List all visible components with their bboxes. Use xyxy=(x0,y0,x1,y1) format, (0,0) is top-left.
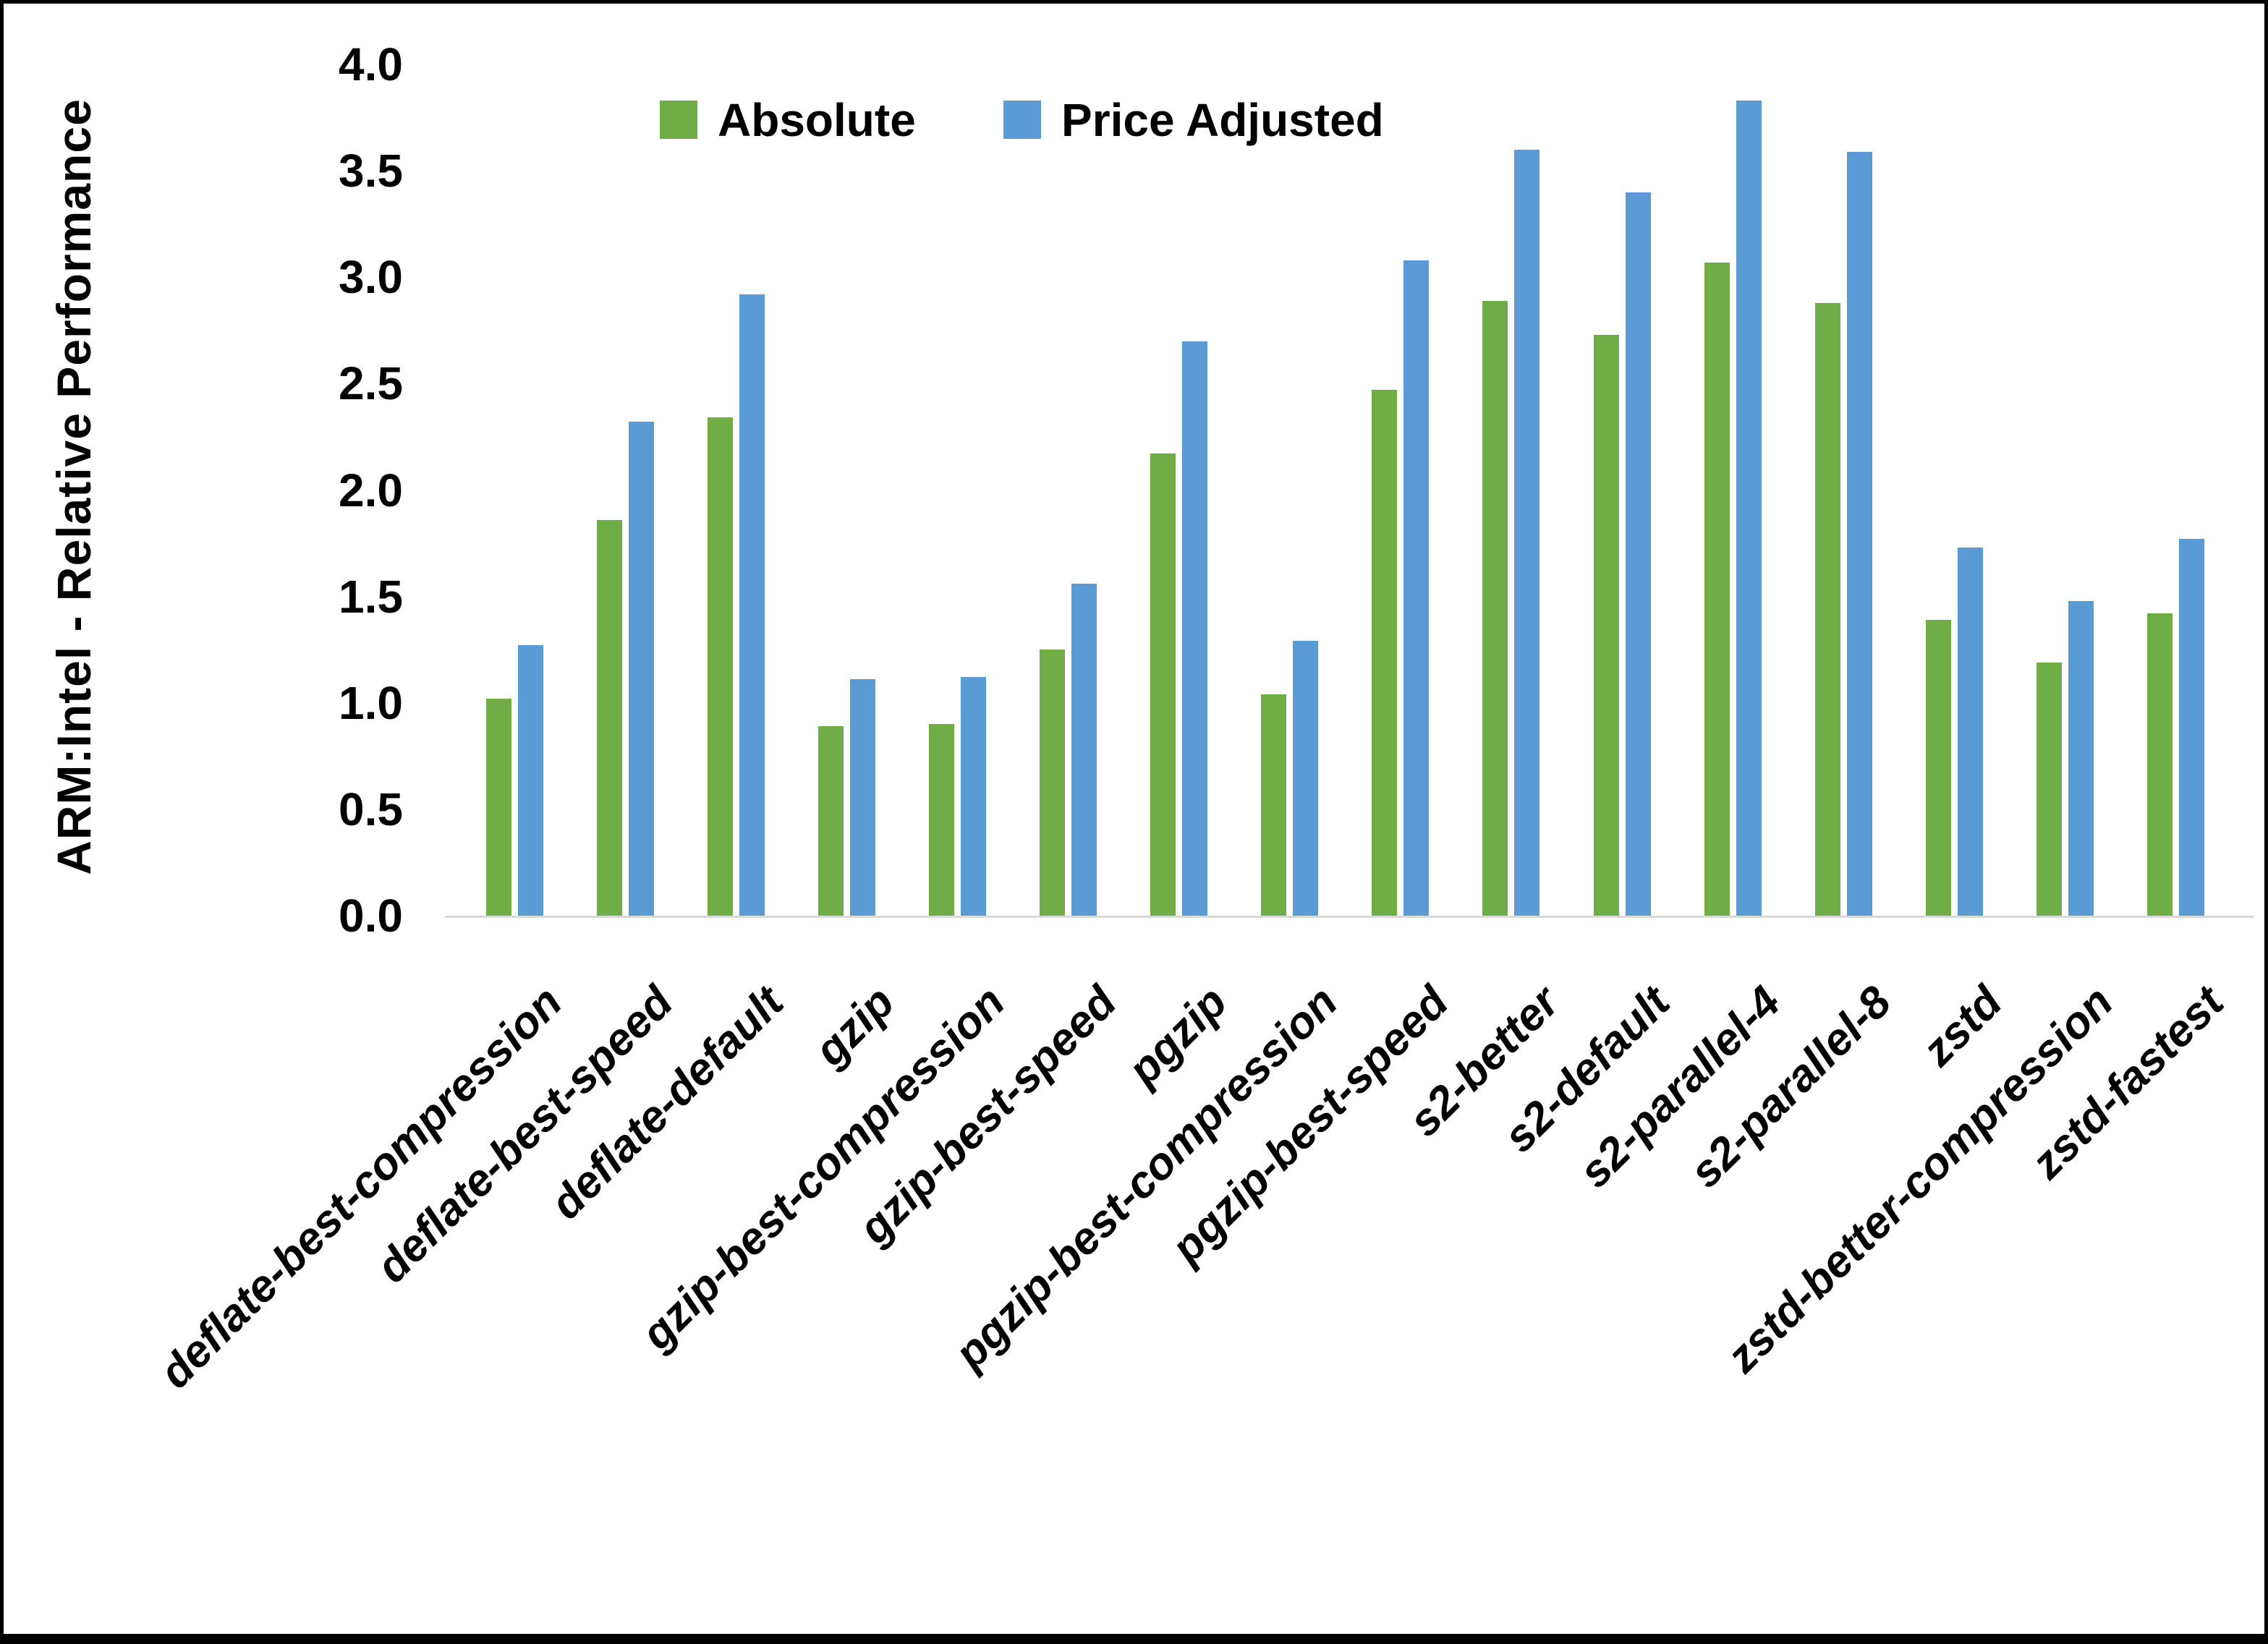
y-tick-label: 4.0 xyxy=(339,38,403,90)
bar-absolute-zstd xyxy=(1926,620,1951,916)
bar-absolute-deflate-best-compression xyxy=(486,699,511,916)
legend-swatch-absolute xyxy=(660,101,697,139)
bar-absolute-gzip-best-compression xyxy=(929,724,954,916)
bar-price-adjusted-deflate-best-compression xyxy=(518,645,543,916)
bar-price-adjusted-s2-parallel-8 xyxy=(1847,152,1872,916)
bar-absolute-deflate-best-speed xyxy=(597,520,622,916)
y-tick-label: 2.0 xyxy=(339,464,403,516)
bar-price-adjusted-deflate-default xyxy=(739,294,765,916)
x-axis-label: deflate-best-compression xyxy=(150,976,572,1399)
bar-price-adjusted-deflate-best-speed xyxy=(629,422,654,916)
bar-absolute-pgzip xyxy=(1150,453,1176,916)
bar-price-adjusted-s2-better xyxy=(1514,150,1539,916)
bar-price-adjusted-gzip xyxy=(850,679,875,916)
bar-absolute-deflate-default xyxy=(708,417,733,916)
bar-price-adjusted-s2-parallel-4 xyxy=(1736,101,1762,916)
y-tick-label: 2.5 xyxy=(339,357,403,410)
bar-absolute-zstd-better-compression xyxy=(2036,663,2062,916)
y-tick-label: 1.5 xyxy=(339,570,403,623)
bar-price-adjusted-pgzip xyxy=(1182,341,1207,916)
legend-label-price-adjusted: Price Adjusted xyxy=(1061,93,1384,146)
bar-price-adjusted-gzip-best-compression xyxy=(961,677,986,916)
legend-swatch-price-adjusted xyxy=(1003,101,1041,139)
bar-price-adjusted-zstd-better-compression xyxy=(2068,601,2094,916)
bar-absolute-s2-parallel-4 xyxy=(1704,263,1730,916)
bar-price-adjusted-s2-default xyxy=(1626,192,1651,916)
y-tick-label: 3.5 xyxy=(339,145,403,197)
legend-label-absolute: Absolute xyxy=(718,93,916,146)
bar-price-adjusted-pgzip-best-compression xyxy=(1293,641,1318,916)
bar-absolute-gzip xyxy=(818,726,844,916)
y-tick-label: 0.0 xyxy=(339,890,403,942)
x-axis-label: gzip xyxy=(805,976,904,1076)
y-axis-title: ARM:Intel - Relative Performance xyxy=(47,98,101,875)
bar-absolute-s2-parallel-8 xyxy=(1815,303,1840,916)
bar-absolute-pgzip-best-speed xyxy=(1372,390,1397,916)
bar-absolute-s2-better xyxy=(1482,301,1508,916)
bar-absolute-s2-default xyxy=(1594,335,1619,916)
bar-price-adjusted-pgzip-best-speed xyxy=(1403,260,1429,916)
bar-price-adjusted-zstd xyxy=(1958,548,1983,916)
x-axis-label: zstd xyxy=(1913,976,2012,1076)
y-tick-label: 0.5 xyxy=(339,783,403,835)
x-axis-line xyxy=(445,916,2254,918)
bar-absolute-pgzip-best-compression xyxy=(1261,694,1286,916)
bar-price-adjusted-zstd-fastest xyxy=(2179,539,2204,916)
bar-absolute-gzip-best-speed xyxy=(1040,649,1065,916)
bar-price-adjusted-gzip-best-speed xyxy=(1071,584,1097,916)
y-tick-label: 3.0 xyxy=(339,251,403,304)
bar-absolute-zstd-fastest xyxy=(2147,613,2173,916)
y-tick-label: 1.0 xyxy=(339,676,403,729)
